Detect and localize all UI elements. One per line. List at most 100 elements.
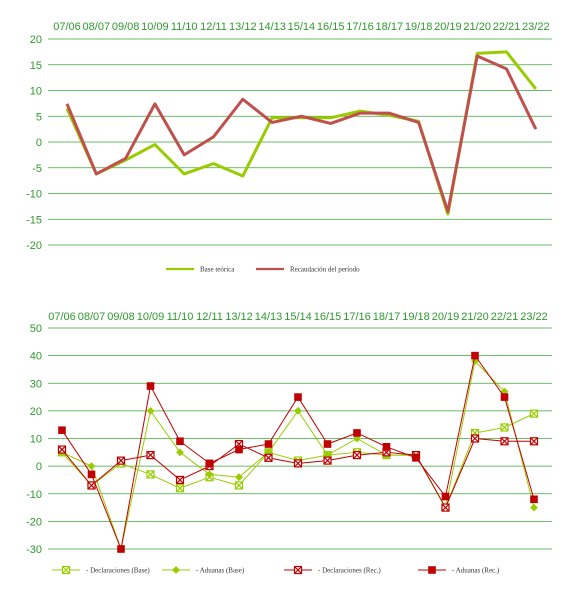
data-point: [87, 462, 96, 471]
x-tick-label: 22/21: [493, 21, 521, 33]
y-tick-label: -15: [26, 214, 42, 226]
legend-marker: [172, 566, 180, 574]
x-tick-label: 15/14: [284, 311, 312, 323]
x-tick-label: 11/10: [167, 311, 194, 323]
x-tick-label: 18/17: [376, 21, 404, 33]
data-point: [500, 437, 509, 446]
legend-label: - Declaraciones (Base): [86, 567, 150, 575]
data-point: [530, 495, 538, 504]
legend-label: Base teórica: [200, 266, 235, 274]
x-tick-label: 21/20: [463, 21, 491, 33]
series-line: [65, 54, 538, 214]
data-point: [146, 382, 155, 390]
y-tick-label: 0: [36, 461, 42, 473]
x-tick-label: 12/11: [196, 311, 223, 323]
data-point: [235, 445, 243, 454]
y-tick-label: 5: [36, 111, 42, 123]
data-point: [205, 470, 214, 479]
data-point: [500, 393, 509, 401]
series-2: [58, 357, 538, 553]
data-point: [87, 470, 96, 479]
x-tick-label: 07/06: [48, 311, 76, 323]
y-tick-label: 40: [30, 351, 42, 363]
data-point: [500, 423, 509, 432]
x-tick-label: 13/12: [229, 21, 257, 33]
x-tick-label: 17/16: [343, 311, 371, 323]
data-point: [293, 459, 303, 468]
x-tick-label: 10/09: [137, 311, 165, 323]
legend-marker: [61, 565, 71, 575]
x-tick-label: 20/19: [434, 21, 462, 33]
data-point: [352, 450, 362, 460]
y-tick-label: -20: [26, 516, 42, 528]
legend-entry: - Aduanas (Rec.): [418, 566, 500, 575]
x-tick-label: 17/16: [346, 21, 374, 33]
x-tick-label: 13/12: [225, 311, 253, 323]
x-tick-label: 07/06: [53, 21, 81, 33]
x-tick-label: 12/11: [200, 21, 227, 33]
x-tick-label: 09/08: [112, 21, 140, 33]
legend-entry: - Declaraciones (Rec.): [284, 565, 381, 575]
x-tick-label: 18/17: [373, 311, 401, 323]
x-tick-label: 11/10: [171, 21, 198, 33]
x-tick-label: 08/07: [78, 311, 106, 323]
data-point: [323, 440, 332, 448]
data-point: [353, 429, 361, 437]
x-tick-label: 15/14: [288, 21, 316, 33]
data-point: [117, 545, 125, 553]
series-1: [65, 50, 537, 216]
data-point: [412, 454, 420, 462]
x-tick-label: 23/22: [522, 21, 550, 33]
y-tick-label: 10: [30, 86, 42, 98]
legend-entry: - Aduanas (Base): [162, 566, 245, 575]
legend-marker: [428, 566, 436, 574]
data-point: [529, 437, 539, 446]
x-tick-label: 20/19: [432, 311, 460, 323]
x-tick-label: 08/07: [83, 21, 111, 33]
x-tick-label: 10/09: [141, 21, 169, 33]
data-point: [175, 475, 185, 485]
y-tick-label: 10: [30, 434, 42, 446]
y-tick-label: -20: [26, 240, 42, 252]
data-point: [234, 481, 244, 490]
data-point: [471, 351, 479, 360]
data-point: [294, 406, 302, 415]
series-line: [61, 438, 534, 509]
data-point: [205, 459, 214, 468]
y-tick-label: 20: [30, 34, 42, 46]
x-tick-label: 19/18: [402, 311, 430, 323]
data-point: [146, 470, 155, 479]
x-tick-label: 14/13: [255, 311, 283, 323]
legend-label: Recaudación del período: [290, 266, 360, 274]
legend-entry: Base teórica: [166, 266, 235, 274]
data-point: [58, 426, 66, 435]
y-tick-label: -10: [26, 489, 42, 501]
data-point: [264, 440, 273, 448]
data-point: [441, 492, 450, 501]
x-tick-label: 16/15: [314, 311, 342, 323]
x-tick-label: 19/18: [405, 21, 433, 33]
data-point: [175, 484, 185, 493]
data-point: [441, 503, 450, 512]
y-tick-label: 50: [30, 323, 42, 335]
data-point: [146, 450, 155, 460]
x-tick-label: 09/08: [107, 311, 135, 323]
y-tick-label: 0: [36, 137, 42, 149]
y-tick-label: 30: [30, 378, 42, 390]
data-point: [529, 409, 539, 418]
legend-entry: Recaudación del período: [256, 266, 360, 274]
data-point: [235, 473, 243, 482]
legend-entry: - Declaraciones (Base): [52, 565, 150, 575]
series-2: [65, 54, 538, 214]
y-tick-label: 20: [30, 406, 42, 418]
data-point: [116, 456, 126, 465]
x-tick-label: 14/13: [258, 21, 286, 33]
y-tick-label: -5: [32, 163, 42, 175]
series-4: [58, 351, 538, 553]
data-point: [176, 448, 184, 457]
legend-marker: [293, 565, 303, 575]
x-tick-label: 21/20: [461, 311, 489, 323]
data-point: [146, 406, 155, 415]
